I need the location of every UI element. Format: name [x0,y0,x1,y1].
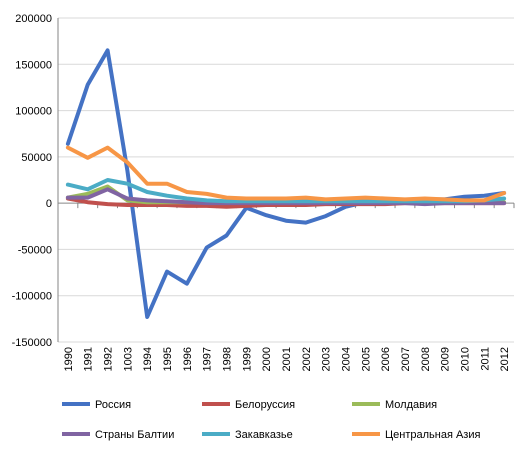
y-tick-label: -150000 [12,337,52,349]
x-tick-label: 1996 [182,347,194,371]
x-tick-label: 1990 [63,347,75,371]
y-tick-label: 200000 [15,13,52,25]
series-line-0 [65,48,507,319]
x-tick-label: 2006 [380,347,392,371]
legend-label: Белоруссия [235,399,295,411]
y-axis-tick-labels: 200000 150000 100000 50000 0 -50000 -100000 -15… [12,13,52,349]
x-tick-label: 2005 [360,347,372,371]
x-tick-label: 2003 [321,347,333,371]
y-tick-label: 100000 [15,106,52,118]
legend-item: Россия [62,399,131,411]
x-tick-label: 2001 [281,347,293,371]
y-tick-label: 150000 [15,59,52,71]
x-tick-label: 1995 [162,347,174,371]
x-tick-label: 2004 [340,347,352,371]
x-tick-label: 1998 [222,347,234,371]
y-tick-label: -50000 [18,244,52,256]
x-tick-label: 2010 [459,347,471,371]
legend-label: Центральная Азия [385,429,480,441]
x-axis-tick-labels: 1990 1991 1992 1003 1994 1995 1996 1997 1998 1999… [63,347,511,371]
legend: Россия Белоруссия Молдавия Страны Балтии Зак… [62,399,480,441]
x-tick-label: 2008 [420,347,432,371]
legend-label: Закавказье [235,429,293,441]
legend-item: Закавказье [202,429,293,441]
series-lines [65,48,507,319]
x-tick-label: 1999 [241,347,253,371]
x-tick-label: 1997 [202,347,214,371]
x-tick-label: 2009 [440,347,452,371]
legend-label: Россия [95,399,131,411]
x-tick-label: 2007 [400,347,412,371]
series-line-5 [65,145,507,203]
axes [57,18,515,342]
legend-label: Молдавия [385,399,437,411]
y-tick-label: 0 [46,198,52,210]
y-tick-label: -100000 [12,291,52,303]
series-line-4 [65,178,507,204]
legend-item: Центральная Азия [352,429,480,441]
x-tick-label: 2011 [479,347,491,371]
legend-item: Страны Балтии [62,429,174,441]
x-tick-label: 2002 [301,347,313,371]
x-tick-label: 2000 [261,347,273,371]
x-tick-label: 1003 [122,347,134,371]
x-tick-label: 1994 [142,347,154,371]
legend-label: Страны Балтии [95,429,174,441]
legend-item: Белоруссия [202,399,295,411]
x-tick-label: 2012 [499,347,511,371]
y-tick-label: 50000 [21,152,52,164]
x-tick-label: 1992 [103,347,115,371]
grid-lines [58,17,514,343]
x-tick-label: 1991 [83,347,95,371]
legend-item: Молдавия [352,399,437,411]
